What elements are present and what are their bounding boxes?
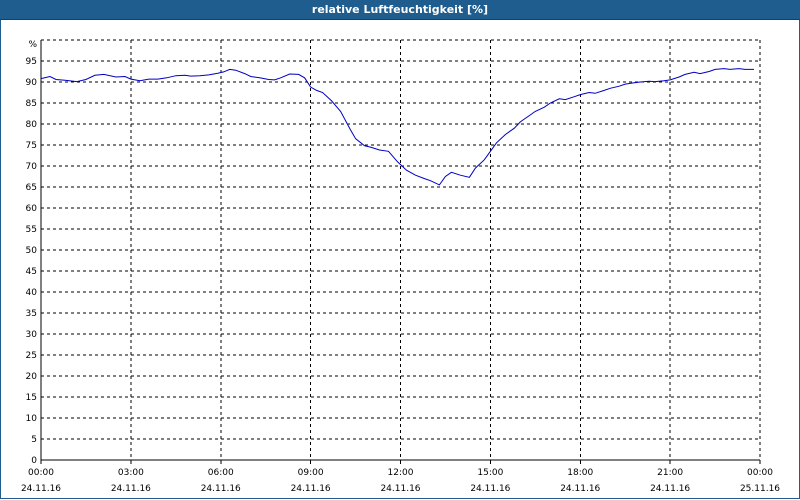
y-tick-label: 10 <box>26 414 38 424</box>
y-tick-label: 20 <box>26 372 38 382</box>
y-tick-label: 40 <box>26 288 38 298</box>
y-tick-label: 5 <box>31 435 37 445</box>
y-tick-label: 65 <box>26 183 37 193</box>
series <box>40 68 754 186</box>
chart-title: relative Luftfeuchtigkeit [%] <box>311 3 489 16</box>
x-tick-date: 25.11.16 <box>740 484 780 494</box>
x-tick-date: 24.11.16 <box>470 484 510 494</box>
x-tick-date: 24.11.16 <box>201 484 241 494</box>
y-tick-label: 60 <box>26 204 38 214</box>
y-tick-label: 80 <box>26 120 38 130</box>
x-tick-time: 00:00 <box>747 468 773 478</box>
y-tick-label: 90 <box>26 78 38 88</box>
y-tick-label: 30 <box>26 330 38 340</box>
x-tick-time: 09:00 <box>298 468 324 478</box>
x-tick-time: 03:00 <box>118 468 144 478</box>
x-tick-time: 18:00 <box>567 468 593 478</box>
y-axis-label: % <box>28 40 37 50</box>
x-tick-date: 24.11.16 <box>291 484 331 494</box>
axes <box>40 40 761 464</box>
x-tick-time: 12:00 <box>388 468 414 478</box>
x-tick-time: 21:00 <box>657 468 683 478</box>
y-tick-label: 15 <box>26 393 37 403</box>
y-tick-label: 35 <box>26 309 37 319</box>
y-tick-label: 70 <box>26 162 38 172</box>
y-tick-label: 25 <box>26 351 37 361</box>
series-line-humidity <box>40 68 754 186</box>
y-tick-label: 50 <box>26 246 38 256</box>
chart-frame: 0 5 10 15 20 25 30 35 40 45 50 55 60 65 70 75 80 85 90 95 00… <box>0 20 800 499</box>
x-tick-date: 24.11.16 <box>111 484 151 494</box>
y-tick-label: 85 <box>26 99 37 109</box>
y-tick-label: 0 <box>31 456 37 466</box>
x-tick-time: 06:00 <box>208 468 234 478</box>
x-tick-date: 24.11.16 <box>650 484 690 494</box>
humidity-chart: 0 5 10 15 20 25 30 35 40 45 50 55 60 65 70 75 80 85 90 95 00… <box>21 39 780 494</box>
x-tick-date: 24.11.16 <box>380 484 420 494</box>
y-tick-label: 75 <box>26 141 37 151</box>
x-tick-date: 24.11.16 <box>21 484 61 494</box>
y-tick-label: 95 <box>26 57 37 67</box>
x-tick-time: 15:00 <box>477 468 503 478</box>
grid <box>40 39 761 461</box>
x-tick-time: 00:00 <box>28 468 54 478</box>
y-tick-label: 55 <box>26 225 37 235</box>
x-tick-date: 24.11.16 <box>560 484 600 494</box>
y-tick-label: 45 <box>26 267 37 277</box>
title-bar: relative Luftfeuchtigkeit [%] <box>0 0 800 20</box>
tick-labels: 0 5 10 15 20 25 30 35 40 45 50 55 60 65 70 75 80 85 90 95 00… <box>21 57 780 494</box>
